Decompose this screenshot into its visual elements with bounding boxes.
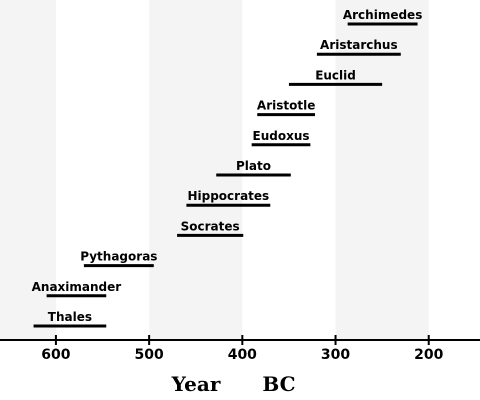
- philosopher-label: Anaximander: [32, 280, 122, 294]
- philosopher-label: Aristarchus: [320, 38, 398, 52]
- century-band: [149, 0, 243, 340]
- x-tick-label: 600: [41, 347, 70, 363]
- x-axis-label: Year: [171, 372, 221, 396]
- philosopher-label: Aristotle: [257, 99, 315, 113]
- philosopher-label: Eudoxus: [253, 129, 310, 143]
- philosopher-label: Socrates: [181, 219, 240, 233]
- x-axis-unit: BC: [262, 372, 295, 396]
- philosopher-label: Plato: [236, 159, 271, 173]
- philosopher-label: Archimedes: [343, 8, 423, 22]
- philosopher-label: Hippocrates: [187, 189, 269, 203]
- x-axis-ticks: 600 500 400 300 200: [41, 335, 444, 363]
- philosopher-label: Pythagoras: [80, 250, 157, 264]
- century-band: [0, 0, 56, 340]
- shaded-bands: [0, 0, 429, 340]
- lifespan-bars: [33, 22, 418, 328]
- x-tick-label: 300: [321, 347, 350, 363]
- name-labels: Thales Anaximander Pythagoras Socrates Hippo…: [32, 8, 423, 324]
- x-tick-label: 200: [414, 347, 443, 363]
- x-tick-label: 500: [135, 347, 164, 363]
- x-tick-label: 400: [228, 347, 257, 363]
- century-band: [335, 0, 429, 340]
- philosopher-label: Euclid: [315, 68, 356, 82]
- philosopher-label: Thales: [48, 310, 92, 324]
